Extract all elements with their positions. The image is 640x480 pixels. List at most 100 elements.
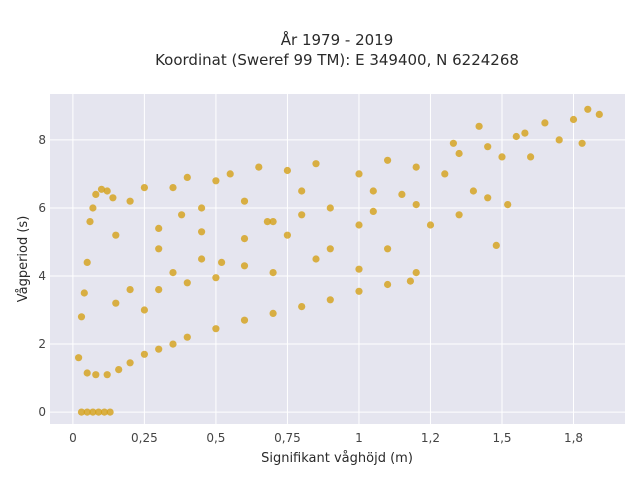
data-point-0-3: [95, 408, 103, 416]
data-point-0-33: [112, 299, 120, 307]
x-tick-labels: 0 0,25 0,5 0,75 1 1,2 1,5 1,8: [69, 431, 583, 445]
data-point-0-14: [103, 187, 111, 195]
data-point-0-62: [326, 204, 334, 212]
y-tick-labels: 0 2 4 6 8: [38, 133, 46, 419]
data-point-0-71: [484, 143, 492, 151]
x-tick-label-4: 1: [355, 431, 363, 445]
data-point-0-77: [569, 115, 578, 124]
y-tick-label-4: 8: [38, 133, 46, 147]
data-point-0-54: [212, 177, 220, 185]
data-point-0-84: [298, 211, 306, 219]
grid-lines: [50, 94, 625, 424]
data-point-0-38: [183, 279, 191, 287]
data-point-0-45: [384, 245, 392, 253]
data-point-0-59: [283, 166, 291, 175]
data-point-0-28: [298, 303, 306, 311]
x-tick-label-0: 0: [69, 431, 77, 445]
chart-title-line-1: År 1979 - 2019: [281, 30, 394, 49]
data-point-0-65: [384, 156, 392, 164]
data-point-0-30: [355, 287, 363, 295]
data-point-0-99: [218, 258, 226, 266]
data-point-0-4: [100, 408, 108, 416]
data-point-0-25: [212, 325, 220, 333]
data-point-0-21: [140, 350, 148, 358]
data-point-0-85: [355, 221, 363, 229]
x-axis-label: Signifikant våghöjd (m): [261, 451, 413, 466]
data-point-0-67: [412, 163, 420, 171]
data-point-0-60: [298, 187, 306, 195]
data-point-0-100: [263, 218, 271, 226]
data-point-0-57: [255, 163, 263, 171]
data-point-0-16: [83, 369, 91, 377]
data-point-0-68: [441, 170, 449, 178]
data-point-0-47: [112, 231, 120, 239]
data-point-0-87: [455, 211, 463, 219]
plot-area: [50, 94, 625, 424]
data-point-0-31: [384, 280, 392, 289]
data-point-0-8: [80, 289, 88, 297]
data-point-0-41: [240, 262, 249, 270]
data-point-0-43: [312, 255, 320, 263]
data-point-0-74: [527, 153, 535, 161]
data-point-0-0: [77, 408, 86, 416]
data-point-0-91: [475, 122, 483, 130]
data-point-0-40: [212, 274, 220, 282]
data-point-0-79: [584, 105, 592, 113]
x-tick-label-6: 1,5: [492, 431, 511, 445]
data-point-0-42: [269, 269, 277, 277]
data-point-0-9: [83, 258, 91, 266]
data-point-0-44: [355, 265, 363, 273]
data-point-0-35: [140, 306, 148, 314]
data-point-0-70: [469, 187, 477, 195]
data-point-0-37: [169, 269, 177, 277]
chart-title-line-2: Koordinat (Sweref 99 TM): E 349400, N 62…: [155, 51, 519, 69]
data-point-0-64: [369, 187, 377, 195]
data-point-0-88: [492, 241, 500, 249]
data-point-0-75: [541, 119, 549, 127]
data-point-0-7: [77, 313, 86, 321]
data-point-0-66: [398, 190, 406, 198]
y-tick-label-2: 4: [38, 269, 46, 283]
data-point-0-22: [155, 345, 163, 353]
data-point-0-80: [595, 110, 603, 118]
data-point-0-83: [240, 235, 249, 243]
data-point-0-96: [426, 221, 435, 229]
data-point-0-97: [484, 194, 492, 202]
data-point-0-53: [198, 204, 206, 212]
data-point-0-92: [521, 129, 529, 137]
data-point-0-76: [555, 136, 563, 144]
data-point-0-55: [226, 170, 234, 178]
y-tick-label-0: 0: [38, 405, 46, 419]
y-tick-label-1: 2: [38, 337, 46, 351]
data-point-0-69: [455, 149, 463, 158]
data-point-0-72: [498, 153, 506, 161]
data-points: [75, 105, 603, 416]
data-point-0-98: [178, 211, 186, 219]
data-point-0-49: [140, 184, 148, 192]
data-point-0-18: [103, 371, 111, 379]
data-point-0-46: [412, 269, 420, 277]
data-point-0-26: [240, 316, 249, 324]
x-tick-label-1: 0,25: [131, 431, 158, 445]
data-point-0-89: [504, 201, 512, 209]
data-point-0-86: [412, 201, 420, 209]
x-tick-label-7: 1,8: [564, 431, 583, 445]
data-point-0-1: [83, 408, 91, 416]
data-point-0-5: [106, 408, 114, 416]
data-point-0-50: [155, 224, 163, 232]
x-tick-label-3: 0,75: [274, 431, 301, 445]
data-point-0-81: [155, 245, 163, 253]
data-point-0-48: [126, 197, 134, 205]
data-point-0-13: [97, 185, 106, 193]
data-point-0-82: [198, 228, 206, 236]
data-point-0-10: [86, 218, 94, 226]
data-point-0-27: [269, 309, 277, 317]
data-point-0-61: [312, 160, 320, 168]
data-point-0-12: [92, 190, 100, 198]
data-point-0-78: [578, 139, 586, 147]
data-point-0-94: [326, 245, 334, 253]
data-point-0-58: [269, 218, 277, 226]
y-axis-label: Vågperiod (s): [16, 216, 31, 303]
